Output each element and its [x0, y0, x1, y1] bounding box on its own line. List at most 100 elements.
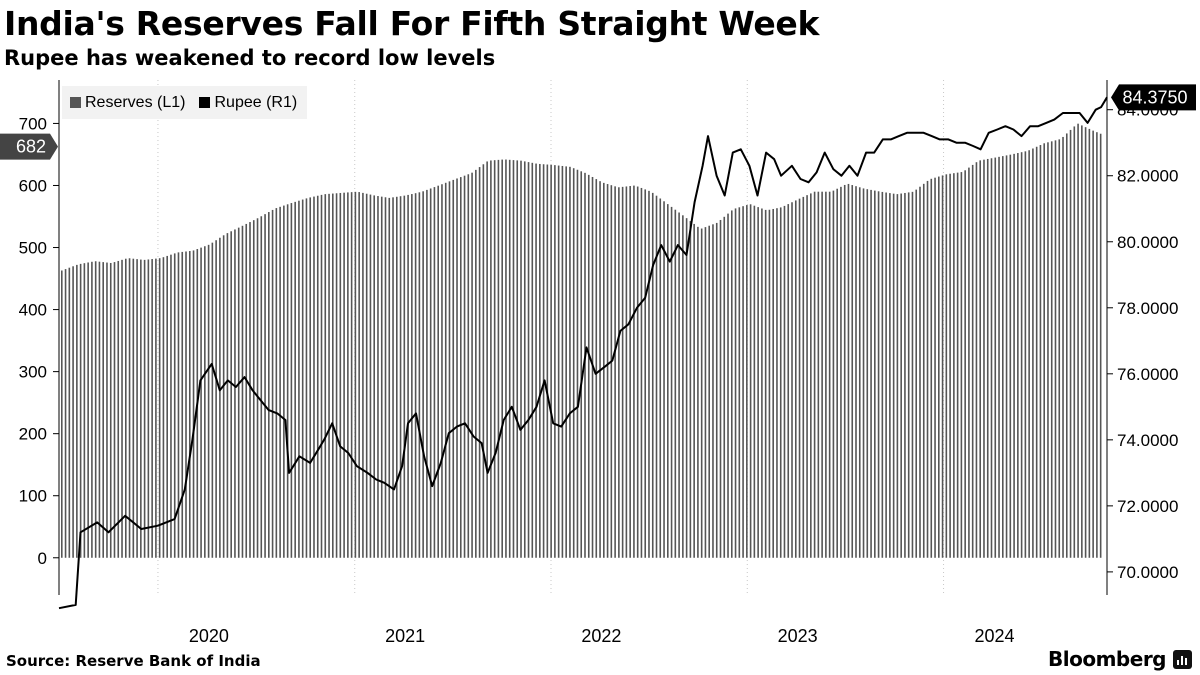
reserves-bar: [689, 221, 692, 558]
reserves-bar: [700, 228, 703, 558]
reserves-bar: [471, 172, 473, 558]
reserves-bar: [979, 160, 982, 558]
reserves-bar: [640, 187, 643, 558]
reserves-bar: [200, 247, 202, 558]
reserves-bar: [298, 200, 300, 558]
reserves-bar: [520, 160, 522, 558]
reserves-bar: [230, 231, 232, 558]
reserves-bar: [147, 259, 150, 558]
reserves-bar: [911, 191, 914, 558]
reserves-bar: [719, 219, 722, 558]
chart-legend: Reserves (L1) Rupee (R1): [62, 86, 308, 119]
reserves-bar: [968, 167, 970, 558]
rupee-last-value: 84.3750: [1122, 87, 1187, 107]
reserves-bar: [791, 202, 793, 558]
reserves-bar: [245, 223, 248, 558]
reserves-bar: [659, 198, 662, 558]
left-tick-label: 700: [19, 114, 47, 133]
reserves-bar: [953, 173, 955, 558]
reserves-bar: [305, 198, 308, 558]
reserves-bar: [1032, 148, 1034, 558]
reserves-bar: [832, 190, 835, 558]
reserves-bar: [490, 160, 492, 558]
reserves-last-value: 682: [16, 137, 46, 157]
reserves-bar: [486, 161, 488, 558]
reserves-bar: [392, 197, 394, 558]
reserves-bar: [320, 194, 323, 558]
reserves-bar: [271, 209, 274, 558]
reserves-bar: [493, 160, 496, 558]
reserves-bar: [806, 195, 808, 558]
reserves-bar: [234, 229, 236, 558]
legend-item-rupee[interactable]: Rupee (R1): [199, 94, 297, 112]
reserves-bar: [874, 190, 876, 558]
reserves-bar: [362, 192, 364, 558]
legend-item-reserves[interactable]: Reserves (L1): [70, 94, 185, 112]
right-tick-label: 70.0000: [1117, 563, 1178, 582]
reserves-bar: [143, 259, 146, 558]
x-tick-label: 2020: [189, 626, 229, 646]
reserves-bar: [1039, 145, 1042, 558]
reserves-bar: [734, 208, 737, 558]
reserves-bar: [667, 204, 669, 558]
reserves-bar: [373, 195, 376, 558]
reserves-bar: [877, 191, 880, 558]
reserves-bar: [128, 258, 131, 558]
reserves-bar: [109, 262, 112, 558]
reserves-bar: [98, 261, 101, 558]
reserves-bar: [294, 201, 296, 558]
reserves-bar: [76, 264, 78, 558]
reserves-bar: [644, 189, 647, 558]
reserves-bar: [794, 200, 797, 558]
reserves-bar: [655, 195, 658, 558]
reserves-bar: [990, 158, 993, 558]
left-tick-label: 100: [19, 487, 47, 506]
reserves-bar: [429, 188, 432, 558]
reserves-bar: [354, 191, 357, 558]
reserves-bar: [399, 196, 402, 558]
reserves-bar: [813, 191, 816, 558]
reserves-bar: [580, 171, 583, 558]
reserves-bar: [508, 159, 511, 558]
reserves-bar: [347, 192, 349, 558]
reserves-bar: [222, 235, 225, 558]
reserves-bar: [286, 204, 289, 558]
reserves-bar: [132, 258, 135, 558]
reserves-bar: [1028, 150, 1030, 558]
reserves-bar: [866, 189, 869, 558]
reserves-bar: [855, 186, 857, 558]
reserves-bar: [772, 208, 774, 558]
reserves-bar: [949, 173, 951, 558]
reserves-bar: [576, 169, 579, 558]
reserves-bar: [102, 262, 104, 558]
reserves-bar: [535, 163, 537, 558]
reserves-bar: [313, 196, 315, 558]
reserves-bar: [847, 183, 850, 558]
reserves-bar: [1081, 125, 1083, 558]
reserves-bar: [1005, 155, 1008, 558]
reserves-bar: [945, 174, 948, 558]
reserves-bar: [557, 165, 560, 558]
reserves-bar: [746, 205, 748, 558]
reserves-bar: [546, 164, 549, 558]
reserves-bar: [753, 205, 756, 558]
reserves-bar: [704, 227, 707, 558]
reserves-bar: [738, 207, 741, 558]
reserves-bar: [892, 193, 895, 558]
reserves-bar: [441, 184, 443, 558]
reserves-bar: [1077, 123, 1079, 558]
reserves-bar: [708, 225, 710, 558]
reserves-bar: [301, 199, 304, 558]
reserves-bar: [1065, 133, 1068, 558]
reserves-bar: [523, 161, 526, 558]
reserves-bar: [188, 251, 191, 558]
reserves-bar: [463, 175, 466, 558]
reserves-bar: [482, 164, 485, 558]
reserves-last-value-tag: [0, 133, 58, 160]
reserves-bar: [448, 181, 451, 558]
reserves-bar: [365, 193, 368, 558]
reserves-bar: [380, 196, 383, 558]
reserves-bar: [79, 263, 82, 558]
reserves-bar: [625, 186, 628, 558]
reserves-bar: [572, 168, 575, 558]
